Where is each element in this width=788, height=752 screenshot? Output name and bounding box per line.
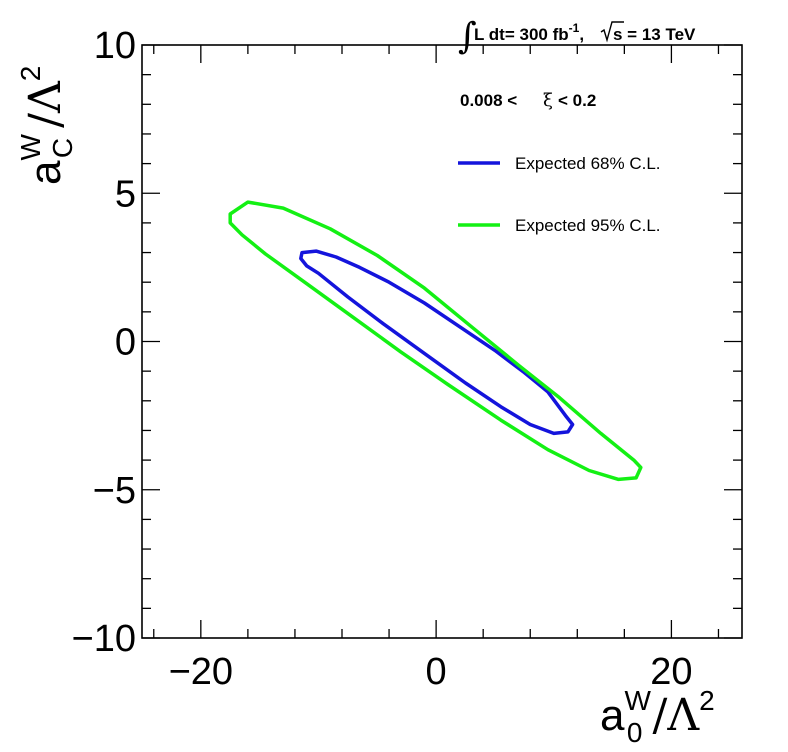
x-axis-title: aW 0/Λ2	[600, 685, 715, 748]
legend-label-68: Expected 68% C.L.	[515, 154, 661, 173]
energy-text: s = 13 TeV	[613, 25, 696, 44]
sqrt-symbol	[600, 21, 624, 43]
contour-68	[299, 249, 575, 436]
y-tick-label: 10	[94, 25, 136, 67]
legend: Expected 68% C.L. Expected 95% C.L.	[458, 154, 661, 235]
y-tick-label: 0	[115, 322, 136, 364]
legend-label-95: Expected 95% C.L.	[515, 216, 661, 235]
tick-labels: −20 0 20 −10 −5 0 5 10	[72, 25, 693, 693]
x-tick-label: 20	[650, 651, 692, 693]
luminosity-annotation: ∫ L dt= 300 fb-1, s = 13 TeV	[458, 16, 696, 57]
contour-95	[228, 200, 643, 482]
y-tick-label: −5	[93, 470, 136, 512]
x-tick-label: 0	[426, 651, 447, 693]
plot-frame	[141, 44, 743, 639]
axes-frame	[141, 44, 743, 639]
y-tick-label: −10	[72, 618, 136, 660]
xi-range-left: 0.008 <	[460, 91, 517, 110]
xi-symbol: ξ	[543, 90, 553, 111]
contour-series	[228, 200, 643, 482]
xi-range-right: < 0.2	[558, 91, 596, 110]
luminosity-text: L dt= 300 fb-1,	[474, 21, 584, 44]
xi-range-annotation: 0.008 < ξ < 0.2	[460, 90, 596, 111]
y-axis-title: aWC/Λ2	[15, 66, 78, 185]
y-tick-label: 5	[115, 173, 136, 215]
integral-sign: ∫	[458, 16, 477, 57]
x-tick-label: −20	[169, 651, 233, 693]
axis-ticks	[142, 44, 742, 639]
